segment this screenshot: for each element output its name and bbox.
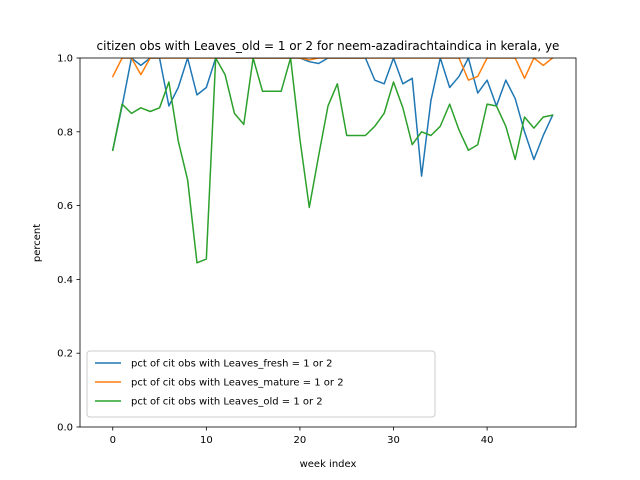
y-tick-label: 1.0 [57, 54, 73, 65]
x-tick-label: 30 [387, 435, 400, 446]
legend-label-3: pct of cit obs with Leaves_old = 1 or 2 [131, 397, 323, 408]
series-line-1 [111, 58, 554, 177]
chart-title: citizen obs with Leaves_old = 1 or 2 for… [97, 39, 560, 53]
y-tick-label: 0.6 [57, 201, 73, 212]
x-tick-label: 20 [294, 435, 307, 446]
series-group [111, 58, 554, 264]
axes: 0 10 20 30 40 0.0 0.2 0.4 0.6 0.8 1.0 [57, 54, 577, 446]
x-tick-label: 10 [200, 435, 213, 446]
y-tick-label: 0.0 [57, 423, 73, 434]
legend: pct of cit obs with Leaves_fresh = 1 or … [86, 350, 436, 418]
axes-frame [79, 57, 577, 428]
legend-label-1: pct of cit obs with Leaves_fresh = 1 or … [131, 359, 333, 370]
plot-area [111, 58, 554, 264]
legend-box [86, 350, 436, 418]
series-line-3 [111, 58, 554, 264]
x-tick-label: 40 [481, 435, 494, 446]
x-axis-label: week index [300, 459, 357, 470]
legend-label-2: pct of cit obs with Leaves_mature = 1 or… [131, 378, 344, 389]
y-axis-label: percent [32, 224, 43, 262]
y-tick-label: 0.2 [57, 349, 73, 360]
series-line-2 [111, 58, 554, 81]
x-tick-label: 0 [110, 435, 116, 446]
y-tick-label: 0.8 [57, 127, 73, 138]
y-tick-label: 0.4 [57, 275, 73, 286]
